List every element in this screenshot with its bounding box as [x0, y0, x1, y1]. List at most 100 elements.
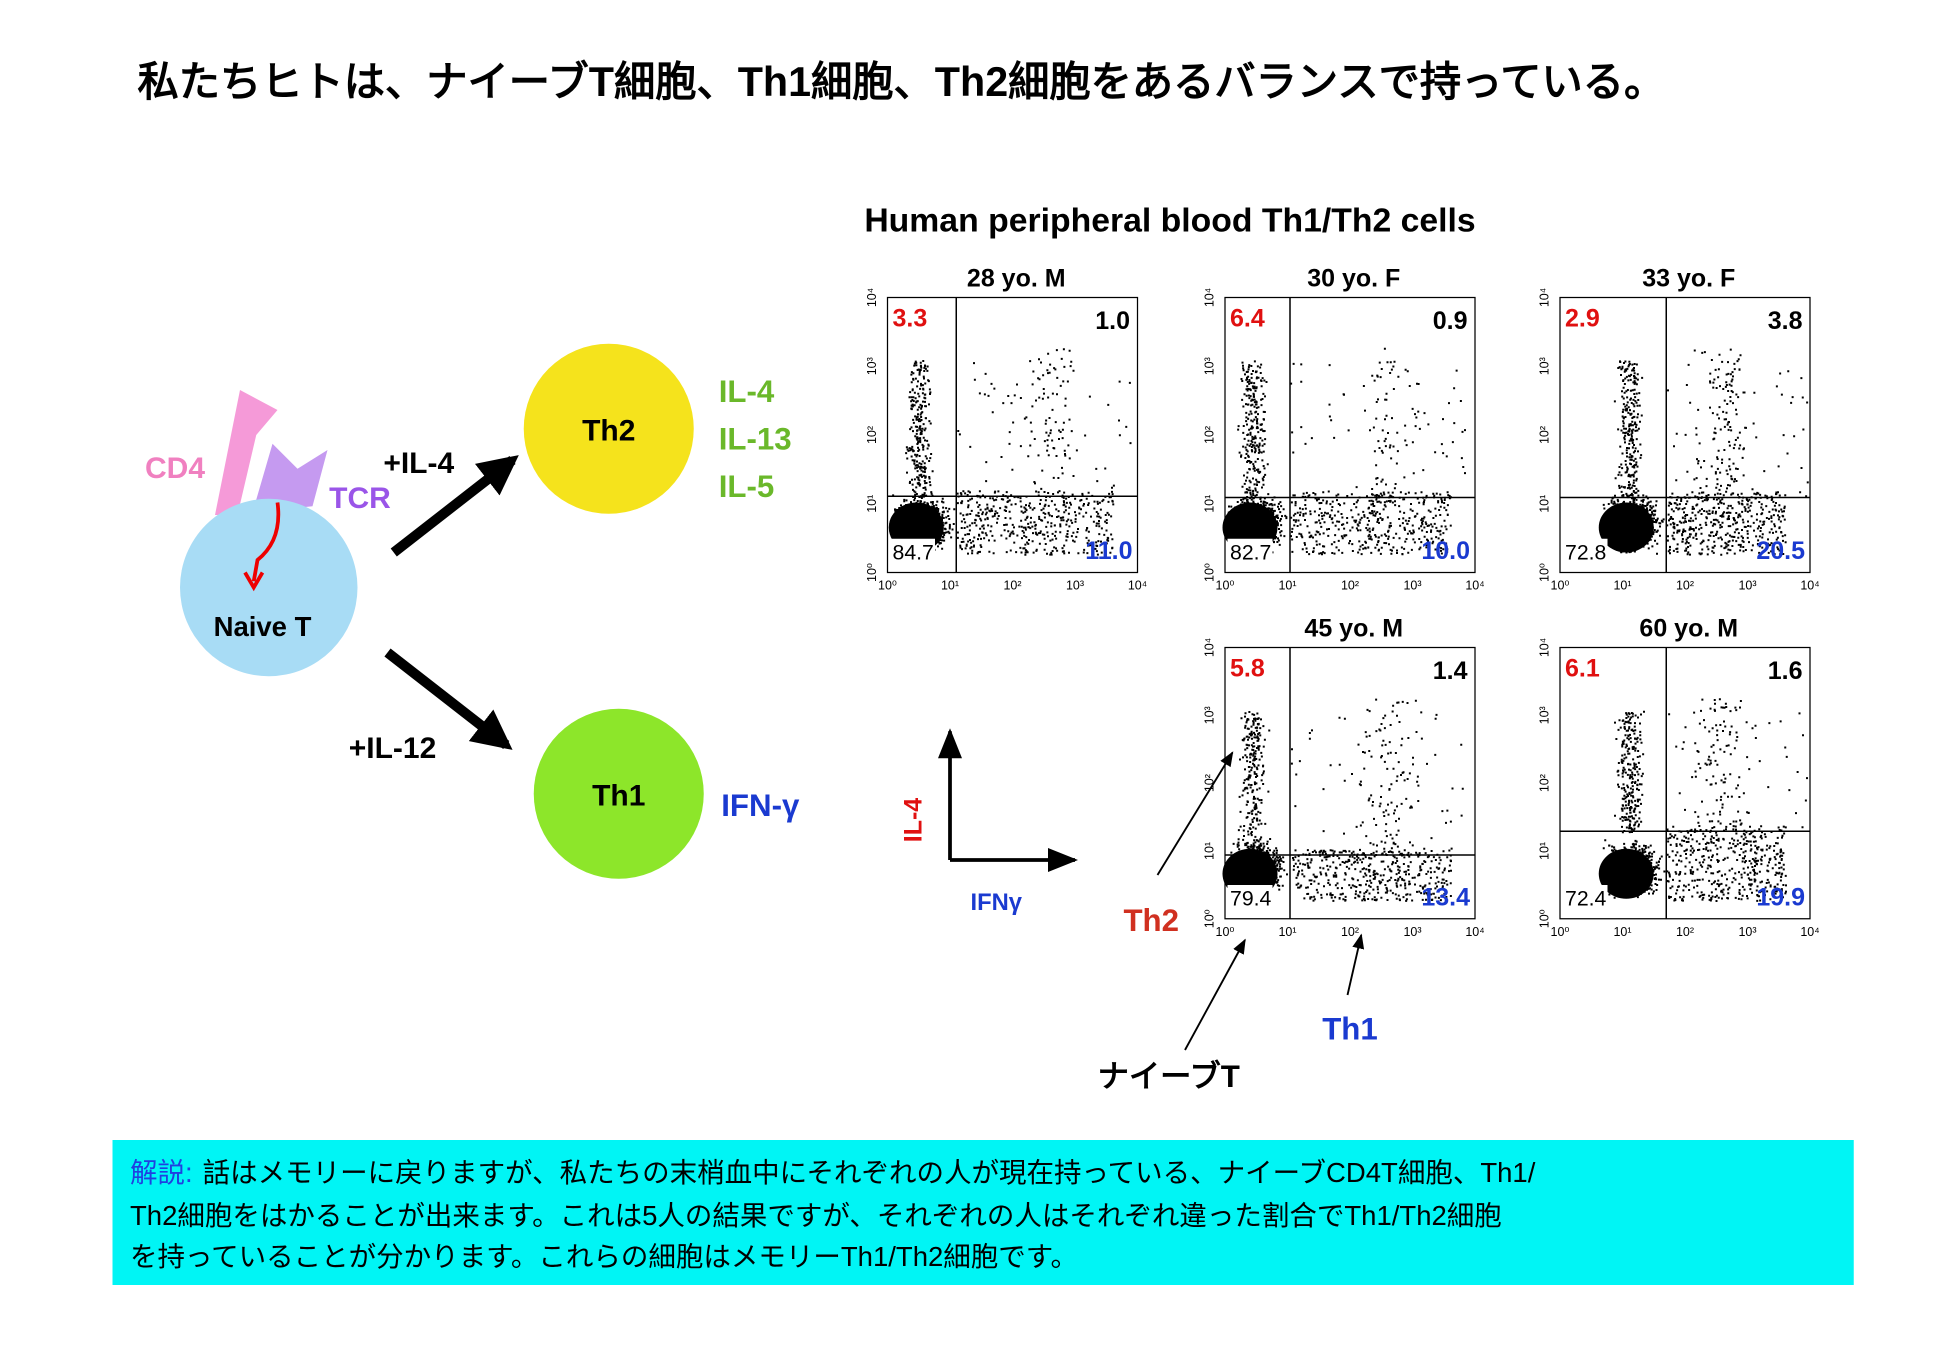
x-tick-label: 10¹	[1613, 925, 1631, 939]
axis-key-x-label: IFNγ	[971, 889, 1023, 916]
y-tick-label: 10⁴	[865, 288, 879, 307]
quadrant-ll-bg	[1227, 885, 1273, 913]
naive-label: Naive T	[214, 611, 312, 642]
quadrant-ll: 82.7	[1230, 540, 1271, 564]
x-tick-label: 10³	[1403, 925, 1421, 939]
x-tick-label: 10²	[1341, 925, 1359, 939]
note-box	[112, 1140, 1854, 1285]
quadrant-ll-bg	[1562, 885, 1608, 913]
cytokine: IL-13	[719, 422, 792, 457]
y-tick-label: 10³	[1202, 706, 1216, 724]
scatter-dots	[891, 348, 1132, 556]
cytokine: IFN-γ	[721, 788, 800, 823]
x-tick-label: 10⁰	[1216, 925, 1235, 939]
quadrant-ul: 6.4	[1230, 305, 1265, 333]
x-tick-label: 10⁴	[1800, 925, 1819, 939]
x-tick-label: 10¹	[941, 579, 959, 593]
y-tick-label: 10⁴	[1537, 638, 1551, 657]
x-tick-label: 10⁴	[1800, 579, 1819, 593]
y-tick-label: 10¹	[1202, 842, 1216, 860]
plot-frame	[1224, 296, 1476, 574]
quadrant-ur: 1.4	[1433, 657, 1468, 685]
scatter-dots	[1227, 698, 1464, 902]
annotation-th1: Th1	[1322, 1012, 1378, 1047]
quadrant-ur: 0.9	[1433, 307, 1468, 335]
x-tick-label: 10³	[1738, 579, 1756, 593]
tcr-shape	[252, 443, 328, 513]
x-tick-label: 10³	[1066, 579, 1084, 593]
cytokine: IL-4	[719, 374, 775, 409]
il4-arrow-label: +IL-4	[383, 447, 454, 480]
x-tick-label: 10⁴	[1465, 925, 1484, 939]
note-text: 解説: 話はメモリーに戻りますが、私たちの末梢血中にそれぞれの人が現在持っている、…	[130, 1157, 1536, 1188]
annotation-arrow	[1346, 933, 1365, 996]
note-line: を持っていることが分かります。これらの細胞はメモリーTh1/Th2細胞です。	[130, 1241, 1078, 1272]
quadrant-ll: 72.4	[1565, 887, 1607, 911]
quadrant-ur: 1.0	[1095, 307, 1130, 335]
y-tick-label: 10³	[865, 357, 879, 375]
x-tick-label: 10²	[1676, 579, 1694, 593]
plot-frame	[886, 296, 1139, 574]
th1-cell	[533, 708, 704, 879]
quadrant-lr: 11.0	[1085, 537, 1132, 565]
annotation-naive: ナイーブT	[1098, 1058, 1240, 1094]
il12-arrow-label: +IL-12	[349, 732, 437, 765]
x-tick-label: 10¹	[1278, 925, 1296, 939]
y-tick-label: 10²	[865, 426, 879, 444]
y-tick-label: 10²	[1202, 774, 1216, 792]
quadrant-ll: 79.4	[1230, 887, 1272, 911]
x-tick-label: 10⁴	[1128, 579, 1147, 593]
y-tick-label: 10²	[1537, 774, 1551, 792]
y-tick-label: 10²	[1537, 426, 1551, 444]
plot-title: 45 yo. M	[1304, 615, 1403, 643]
dense-cluster	[1598, 848, 1654, 899]
quadrant-ur: 3.8	[1768, 307, 1803, 335]
x-tick-label: 10³	[1403, 579, 1421, 593]
x-tick-label: 10⁴	[1465, 579, 1484, 593]
annotation-arrow	[1184, 938, 1246, 1051]
plot-title: 28 yo. M	[967, 265, 1066, 293]
y-tick-label: 10⁴	[1202, 288, 1216, 307]
x-tick-label: 10²	[1341, 579, 1359, 593]
y-tick-label: 10⁰	[1202, 909, 1216, 928]
quadrant-ll-bg	[1227, 538, 1273, 567]
quadrant-ur: 1.6	[1768, 657, 1803, 685]
plot-title: 60 yo. M	[1639, 615, 1738, 643]
th2-label: Th2	[582, 414, 635, 447]
cd4-label: CD4	[145, 452, 205, 485]
y-tick-label: 10⁴	[1537, 288, 1551, 307]
dense-cluster	[1598, 502, 1654, 553]
x-tick-label: 10⁰	[1551, 925, 1570, 939]
quadrant-lr: 10.0	[1421, 537, 1470, 565]
flow-title: Human peripheral blood Th1/Th2 cells	[864, 201, 1475, 239]
quadrant-ul: 5.8	[1230, 655, 1265, 683]
plot-title: 30 yo. F	[1307, 265, 1400, 293]
x-tick-label: 10⁰	[1551, 579, 1570, 593]
quadrant-ul: 2.9	[1565, 305, 1600, 333]
quadrant-ul: 6.1	[1565, 655, 1600, 683]
y-tick-label: 10¹	[865, 495, 879, 513]
y-tick-label: 10⁰	[1202, 563, 1216, 582]
x-tick-label: 10²	[1003, 579, 1021, 593]
quadrant-ll-bg	[1562, 538, 1608, 567]
x-tick-label: 10²	[1676, 925, 1694, 939]
signal-arrow	[251, 502, 281, 582]
plot-frame	[1224, 646, 1476, 920]
y-tick-label: 10⁴	[1202, 638, 1216, 657]
quadrant-ll: 72.8	[1565, 540, 1606, 564]
y-tick-label: 10³	[1537, 706, 1551, 724]
cytokine: IL-5	[719, 469, 775, 504]
signal-arrow-head	[243, 571, 265, 592]
plot-frame	[1559, 646, 1811, 920]
y-tick-label: 10¹	[1537, 495, 1551, 513]
naive-cell	[180, 498, 358, 677]
axis-key-y-label: IL-4	[900, 798, 928, 843]
x-tick-label: 10³	[1738, 925, 1756, 939]
y-tick-label: 10²	[1202, 426, 1216, 444]
quadrant-lr: 19.9	[1756, 883, 1805, 911]
y-tick-label: 10¹	[1537, 842, 1551, 860]
y-tick-label: 10³	[1537, 357, 1551, 375]
quadrant-ll: 84.7	[893, 540, 934, 564]
